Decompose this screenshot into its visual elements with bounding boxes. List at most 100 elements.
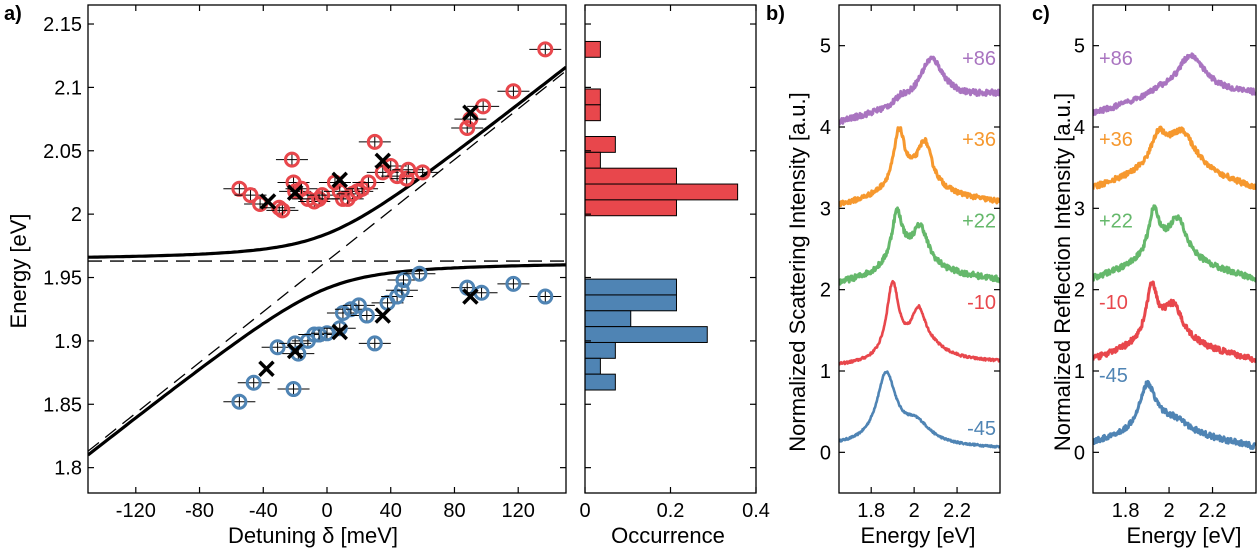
panel-frame — [1092, 4, 1257, 494]
spectrum-line — [839, 370, 1000, 449]
data-point-marker — [358, 307, 375, 324]
spectrum-label: -45 — [967, 418, 996, 440]
lower-branch-point — [323, 320, 356, 337]
y-tick-label: 2.05 — [43, 141, 82, 163]
x-tick-label: 120 — [502, 500, 535, 522]
upper-polariton-branch-curve — [88, 65, 566, 259]
data-point-marker — [537, 41, 554, 58]
upper-histogram-bar — [584, 199, 677, 217]
cross-marker — [258, 360, 275, 378]
data-point-marker — [283, 151, 300, 168]
data-point-marker — [537, 288, 554, 305]
lower-branch-point — [277, 381, 310, 398]
cross-marker — [286, 184, 304, 201]
spectrum-label: +86 — [962, 48, 996, 70]
spectrum-label: +36 — [1099, 129, 1133, 151]
x-tick-label: 2 — [1164, 500, 1175, 522]
panel-b-plot-area — [839, 55, 1000, 449]
lower-histogram-bar — [584, 373, 616, 391]
spectrum-line — [1093, 280, 1256, 364]
lower-branch-point — [497, 275, 530, 292]
data-point-marker — [505, 83, 522, 100]
upper-histogram-bar — [584, 183, 739, 201]
cross-stroke — [462, 104, 479, 121]
spectrum-line — [1093, 52, 1256, 116]
y-tick-label: 5 — [1074, 36, 1085, 58]
x-tick-label: 80 — [443, 500, 465, 522]
upper-histogram-bar — [584, 104, 601, 122]
cross-marker — [259, 193, 277, 210]
y-tick-label: 2.15 — [43, 14, 82, 36]
x-tick-label: 0 — [579, 500, 590, 522]
cross-stroke — [331, 171, 348, 189]
panel-frame — [838, 4, 1001, 494]
lower-branch-point — [350, 307, 383, 324]
data-point-marker — [319, 325, 335, 342]
upper-histogram-bar — [584, 136, 616, 153]
panel-b-axes: -45 -10 +22 +36 +86 1.8 2 2.2 0 1 2 3 4 5 — [820, 4, 1001, 522]
lower-branch-point — [237, 374, 270, 391]
y-tick-label: 0 — [1074, 442, 1085, 464]
lower-histogram-bar — [584, 310, 632, 328]
data-point-marker — [334, 305, 351, 322]
panel-c-y-axis-label: Normalized Reflection Intensity [a.u.] — [1050, 93, 1075, 451]
lower-branch-point — [403, 265, 436, 282]
cross-stroke — [374, 152, 392, 170]
data-point-marker — [414, 164, 431, 181]
y-tick-label: 1.95 — [43, 268, 82, 290]
y-tick-label: 1.9 — [54, 331, 82, 353]
cross-stroke — [331, 323, 348, 341]
y-tick-label: 0 — [820, 442, 831, 464]
lower-histogram-bar — [584, 326, 708, 343]
spectrum-label: +86 — [1099, 48, 1133, 70]
panel-a-plot-area — [88, 41, 566, 457]
x-tick-label: -80 — [185, 500, 214, 522]
cross-marker — [331, 171, 348, 189]
x-tick-label: 2.2 — [943, 500, 971, 522]
upper-branch-point — [406, 164, 439, 181]
x-tick-label: 0 — [321, 500, 332, 522]
upper-histogram-bar — [584, 88, 601, 106]
panel-c-axes: -45 -10 +22 +36 +86 1.8 2 2.2 0 1 2 3 4 5 — [1074, 4, 1257, 522]
y-tick-label: 2.1 — [54, 77, 82, 99]
upper-histogram-bar — [584, 40, 601, 58]
cross-stroke — [462, 288, 479, 305]
y-tick-label: 1 — [1074, 361, 1085, 383]
upper-branch-point — [529, 41, 562, 58]
spectrum-label: +36 — [962, 129, 996, 151]
panel-a-label: a) — [4, 3, 22, 25]
cross-stroke — [259, 193, 277, 210]
data-point-marker — [350, 297, 367, 314]
cross-marker — [374, 152, 392, 170]
data-point-marker — [459, 119, 476, 136]
panel-b-y-axis-label: Normalized Scattering Intensity [a.u.] — [785, 92, 810, 452]
x-tick-label: 2.2 — [1199, 500, 1227, 522]
data-point-marker — [393, 282, 410, 299]
panel-c-reflection-spectra: c) -45 -10 +22 +36 +86 1.8 2 2.2 0 1 2 3 4 5 Energy [… — [1032, 3, 1257, 548]
upper-branch-point — [266, 202, 299, 219]
lower-branch-point — [223, 393, 256, 410]
data-point-marker — [285, 381, 302, 398]
y-tick-label: 3 — [1074, 198, 1085, 220]
cross-marker — [462, 288, 479, 305]
upper-branch-point — [352, 174, 385, 191]
y-tick-label: 2 — [820, 280, 831, 302]
data-point-marker — [311, 326, 328, 343]
x-tick-label: 0.2 — [657, 500, 685, 522]
spectrum-label: +22 — [962, 211, 996, 233]
data-point-marker — [366, 133, 383, 150]
lower-histogram-bar — [584, 341, 616, 359]
y-tick-label: 2 — [1074, 280, 1085, 302]
x-tick-label: 40 — [380, 500, 402, 522]
y-tick-label: 2 — [71, 204, 82, 226]
spectrum-label: -45 — [1099, 365, 1128, 387]
spectrum-line — [839, 206, 1000, 286]
lower-branch-point — [303, 326, 336, 343]
histogram-axes: 0 0.2 0.4 — [579, 4, 770, 522]
cross-stroke — [374, 307, 392, 324]
spectrum-line — [839, 55, 1000, 126]
cross-stroke — [258, 360, 275, 378]
panel-b-scattering-spectra: b) -45 -10 +22 +36 +86 1.8 2 2.2 0 1 2 3 4 5 Energy [… — [766, 3, 1001, 548]
x-tick-label: -120 — [116, 500, 156, 522]
